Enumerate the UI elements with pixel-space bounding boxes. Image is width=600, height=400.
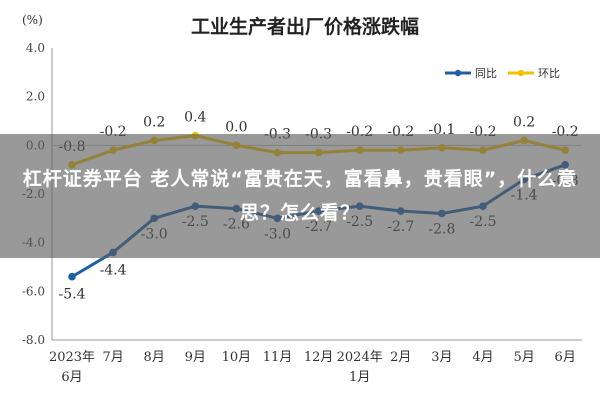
- x-tick-label-line: 9月: [185, 350, 206, 365]
- x-tick-label-line: 1月: [349, 370, 370, 385]
- data-point: [68, 272, 76, 281]
- x-tick-label: 10月: [222, 350, 252, 365]
- x-tick-label: 5月: [513, 350, 534, 365]
- x-tick-label-line: 2024年: [337, 350, 383, 365]
- data-label: 0.4: [184, 110, 206, 126]
- x-tick-label: 12月: [304, 350, 334, 365]
- data-label: -4.4: [100, 262, 127, 278]
- legend-label: 同比: [475, 67, 497, 80]
- legend-swatch-marker: [454, 69, 462, 77]
- x-tick-label: 9月: [185, 350, 206, 365]
- x-tick-label: 3月: [431, 350, 452, 365]
- data-label: -5.4: [59, 287, 86, 303]
- chart-title: 工业生产者出厂价格涨跌幅: [191, 15, 419, 38]
- y-tick-label: -8.0: [22, 333, 45, 347]
- x-tick-label: 8月: [144, 350, 165, 365]
- unit-label: (%): [22, 13, 43, 27]
- y-tick-label: -6.0: [22, 284, 45, 298]
- x-tick-label-line: 8月: [144, 350, 165, 365]
- legend-label: 环比: [538, 67, 560, 80]
- headline-text[interactable]: 杠杆证券平台 老人常说“富贵在天，富看鼻，贵看眼”，什么意思？怎么看？: [22, 168, 578, 224]
- x-tick-label: 2月: [390, 350, 411, 365]
- x-tick-label-line: 10月: [222, 350, 252, 365]
- data-label: 0.2: [513, 114, 535, 130]
- data-label: 0.0: [225, 119, 247, 135]
- x-tick-label: 2024年 1月: [337, 350, 383, 385]
- x-tick-label-line: 2023年: [49, 350, 95, 365]
- x-tick-label-line: 3月: [431, 350, 452, 365]
- x-tick-label-line: 6月: [61, 370, 82, 385]
- x-tick-label-line: 11月: [263, 350, 293, 365]
- data-label: -0.1: [428, 122, 455, 138]
- x-tick-label: 7月: [102, 350, 123, 365]
- x-tick-label-line: 5月: [513, 350, 534, 365]
- x-tick-label-line: 7月: [102, 350, 123, 365]
- x-tick-label: 4月: [472, 350, 493, 365]
- x-tick-label-line: 12月: [304, 350, 334, 365]
- headline-overlay[interactable]: 杠杆证券平台 老人常说“富贵在天，富看鼻，贵看眼”，什么意思？怎么看？: [0, 134, 600, 258]
- x-tick-label-line: 6月: [555, 350, 576, 365]
- legend: 同比 环比: [445, 67, 560, 80]
- x-tick-label-line: 2月: [390, 350, 411, 365]
- legend-swatch-marker: [517, 69, 525, 77]
- x-tick-label: 6月: [555, 350, 576, 365]
- y-tick-label: 2.0: [26, 90, 45, 104]
- x-tick-label-line: 4月: [472, 350, 493, 365]
- data-label: 0.2: [143, 114, 165, 130]
- y-tick-label: 4.0: [26, 41, 45, 55]
- x-tick-label: 11月: [263, 350, 293, 365]
- x-tick-label: 2023年 6月: [49, 350, 95, 385]
